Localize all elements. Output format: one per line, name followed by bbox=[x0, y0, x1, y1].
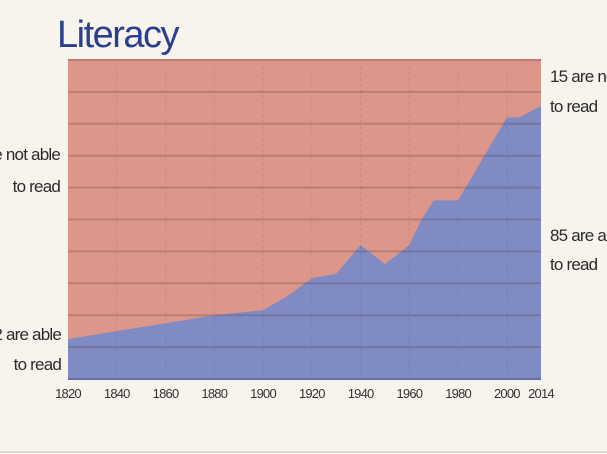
left-top-annotation-line1: 88 are not able bbox=[0, 145, 60, 164]
left-top-annotation-line2: to read bbox=[13, 177, 61, 196]
x-tick-label: 1980 bbox=[445, 386, 471, 401]
right-top-annotation-line1: 15 are not able bbox=[550, 67, 607, 86]
x-tick-label: 2000 bbox=[494, 386, 520, 401]
x-tick-label: 2014 bbox=[528, 386, 554, 401]
x-tick-label: 1940 bbox=[348, 386, 374, 401]
x-tick-label: 1880 bbox=[201, 386, 227, 401]
x-tick-label: 1960 bbox=[396, 386, 422, 401]
left-bottom-annotation-line1: 12 are able bbox=[0, 325, 61, 344]
x-tick-label: 1920 bbox=[299, 386, 325, 401]
x-tick-label: 1860 bbox=[153, 386, 179, 401]
right-bottom-annotation-line1: 85 are able bbox=[550, 226, 607, 245]
able-area bbox=[68, 105, 541, 380]
left-bottom-annotation-line2: to read bbox=[14, 355, 62, 374]
x-tick-label: 1820 bbox=[55, 386, 81, 401]
right-bottom-annotation-line2: to read bbox=[550, 255, 598, 274]
x-tick-label: 1900 bbox=[250, 386, 276, 401]
right-top-annotation-line2: to read bbox=[550, 97, 598, 116]
x-tick-label: 1840 bbox=[104, 386, 130, 401]
chart-title: Literacy bbox=[57, 14, 180, 56]
